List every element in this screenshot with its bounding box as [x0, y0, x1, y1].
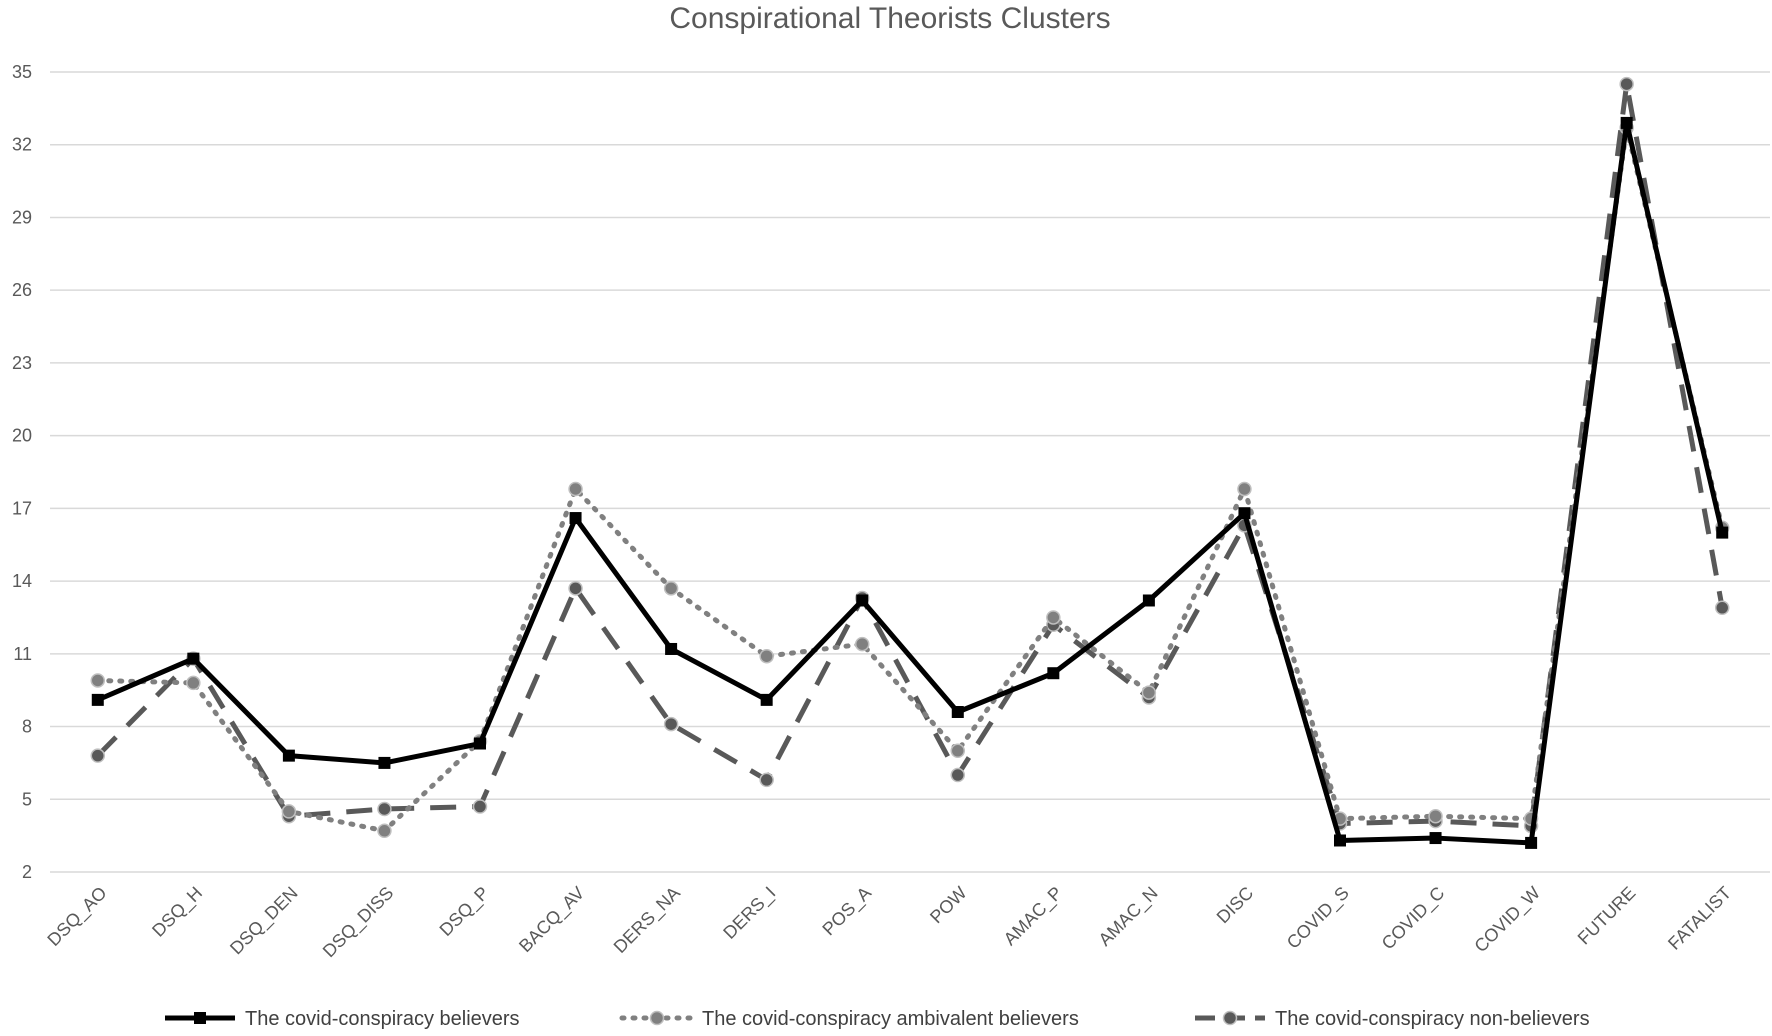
x-tick-label: COVID_C — [1378, 883, 1449, 954]
x-tick-label: COVID_W — [1470, 883, 1544, 957]
y-tick-label: 5 — [22, 789, 32, 809]
data-point — [950, 743, 966, 759]
data-point — [1714, 600, 1730, 616]
data-point — [1237, 481, 1252, 497]
legend-marker — [1222, 1010, 1238, 1026]
legend-item: The covid-conspiracy non-believers — [1195, 1008, 1590, 1030]
x-tick-label: DSQ_P — [436, 883, 494, 941]
x-tick-label: DERS_I — [719, 883, 780, 944]
y-tick-label: 20 — [12, 426, 32, 446]
legend-label: The covid-conspiracy ambivalent believer… — [702, 1008, 1079, 1030]
data-point — [90, 673, 106, 688]
data-point — [663, 581, 679, 596]
data-point — [760, 693, 773, 706]
data-point — [472, 799, 488, 814]
data-point — [1046, 610, 1061, 625]
series-line — [95, 125, 1725, 834]
x-tick-label: DSQ_DEN — [226, 883, 302, 959]
y-tick-label: 32 — [12, 135, 32, 155]
data-point — [377, 801, 392, 817]
legend-label: The covid-conspiracy believers — [245, 1008, 520, 1030]
data-point — [1716, 526, 1729, 539]
x-tick-label: FATALIST — [1664, 883, 1735, 954]
data-point — [759, 648, 774, 664]
data-point — [1141, 685, 1157, 700]
x-tick-label: POS_A — [818, 883, 875, 940]
y-tick-label: 17 — [12, 498, 32, 518]
series-lines — [90, 76, 1730, 849]
x-tick-label: BACQ_AV — [515, 883, 589, 957]
x-axis-ticks: DSQ_AO DSQ_H DSQ_DEN DSQ_DISS DSQ_P BACQ_AV DE… — [43, 883, 1735, 962]
data-point — [90, 748, 106, 763]
x-tick-label: DSQ_DISS — [319, 883, 398, 962]
data-point — [281, 804, 297, 819]
y-tick-label: 23 — [12, 353, 32, 373]
legend-label: The covid-conspiracy non-believers — [1275, 1008, 1590, 1030]
x-tick-label: DSQ_H — [148, 883, 207, 942]
series-line — [96, 120, 1725, 846]
data-point — [186, 675, 201, 691]
data-point — [569, 512, 582, 525]
y-tick-label: 2 — [22, 862, 32, 882]
data-point — [1047, 667, 1060, 680]
data-point — [187, 652, 200, 665]
data-point — [378, 756, 391, 769]
y-tick-label: 8 — [22, 717, 32, 737]
data-point — [91, 693, 104, 706]
data-point — [951, 706, 964, 718]
legend-marker — [649, 1010, 665, 1026]
legend-item: The covid-conspiracy ambivalent believer… — [619, 1008, 1079, 1030]
data-point — [665, 642, 678, 655]
x-tick-label: FUTURE — [1574, 883, 1640, 949]
chart-title: Conspirational Theorists Clusters — [669, 2, 1110, 35]
x-tick-label: DISC — [1213, 883, 1258, 928]
x-tick-label: DERS_NA — [610, 883, 685, 958]
y-tick-label: 35 — [12, 62, 32, 82]
series-2 — [90, 120, 1730, 839]
data-point — [1428, 808, 1443, 824]
data-point — [759, 772, 774, 788]
data-point — [1334, 834, 1346, 847]
data-point — [663, 716, 679, 732]
data-point — [1238, 507, 1251, 520]
x-tick-label: POW — [926, 883, 971, 928]
data-point — [1620, 116, 1633, 129]
data-point — [568, 581, 583, 596]
data-point — [856, 594, 869, 607]
data-point — [950, 767, 966, 783]
y-tick-label: 11 — [13, 644, 32, 664]
legend-item: The covid-conspiracy believers — [165, 1008, 520, 1030]
y-tick-label: 29 — [12, 207, 32, 227]
series-3 — [90, 76, 1730, 834]
data-point — [377, 823, 392, 839]
data-point — [474, 737, 486, 750]
y-tick-label: 26 — [12, 280, 32, 300]
data-point — [282, 749, 295, 762]
legend: The covid-conspiracy believers The covid-… — [165, 1008, 1590, 1030]
x-tick-label: AMAC_N — [1095, 883, 1163, 951]
data-point — [568, 481, 583, 497]
data-point — [1525, 836, 1538, 849]
data-point — [1142, 594, 1155, 607]
y-axis-ticks: 2 5 8 11 14 17 20 23 26 29 32 35 — [12, 62, 32, 882]
legend-marker — [194, 1012, 206, 1024]
grid-lines — [50, 71, 1770, 873]
data-point — [1429, 832, 1442, 845]
x-tick-label: DSQ_AO — [43, 883, 111, 951]
series-line — [95, 81, 1725, 829]
data-point — [1619, 76, 1634, 92]
data-point — [854, 636, 870, 652]
series-1 — [91, 116, 1729, 849]
x-tick-label: AMAC_P — [1000, 883, 1067, 950]
x-tick-label: COVID_S — [1283, 883, 1354, 954]
y-tick-label: 14 — [12, 571, 32, 591]
